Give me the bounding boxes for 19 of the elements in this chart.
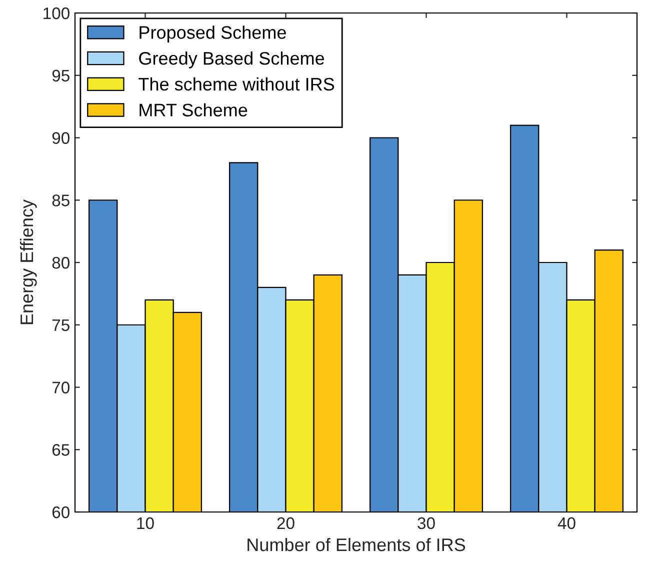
legend-label: MRT Scheme <box>140 103 248 116</box>
x-tick-label: 20 <box>277 517 294 530</box>
y-tick-label: 80 <box>52 256 70 269</box>
y-tick-label: 95 <box>52 70 70 82</box>
x-tick-label: 10 <box>137 517 154 530</box>
legend-label: The scheme without IRS <box>138 77 334 91</box>
x-axis-title: Number of Elements of IRS <box>248 538 466 552</box>
y-tick-label: 75 <box>52 319 70 332</box>
y-axis-title: Energy Effiency <box>20 199 37 324</box>
y-tick-label: 100 <box>44 7 70 20</box>
y-tick-label: 60 <box>52 506 70 518</box>
x-tick-label: 30 <box>418 517 435 530</box>
legend-label: Greedy Based Scheme <box>139 52 324 68</box>
y-tick-label: 90 <box>52 132 70 144</box>
y-tick-label: 65 <box>52 444 70 456</box>
y-tick-label: 85 <box>52 194 70 206</box>
x-tick-label: 40 <box>558 517 576 530</box>
y-tick-label: 70 <box>52 382 70 394</box>
legend-label: Proposed Scheme <box>140 26 286 42</box>
